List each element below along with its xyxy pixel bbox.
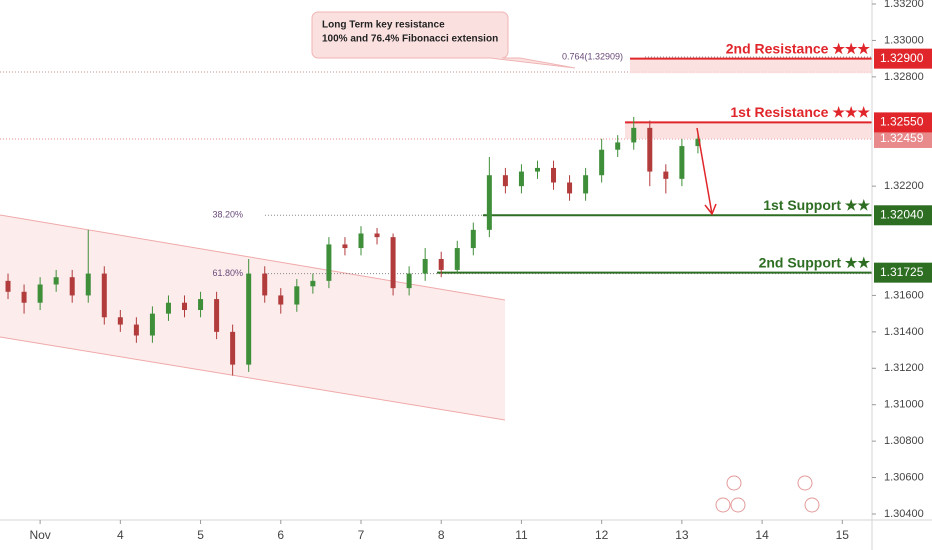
candle-body: [5, 280, 11, 292]
y-tick-label: 1.30400: [884, 508, 924, 520]
level-box: [874, 205, 932, 226]
candle-body: [647, 127, 653, 172]
channel-lower: [0, 336, 506, 421]
y-tick-label: 1.32200: [884, 180, 924, 192]
y-tick-label: 1.33200: [884, 0, 924, 10]
y-tick-label: 1.31200: [884, 362, 924, 374]
level-box: [874, 112, 932, 133]
level-box: [874, 48, 932, 69]
candle-body: [246, 273, 252, 365]
x-tick-label: 4: [117, 528, 124, 542]
candle-body: [133, 324, 139, 336]
candle-body: [390, 237, 396, 289]
level-name: 1st Support ★★: [763, 197, 870, 213]
x-tick-label: 7: [358, 528, 365, 542]
candle-body: [422, 258, 428, 274]
y-tick-label: 1.31000: [884, 399, 924, 411]
x-tick-label: 14: [755, 528, 769, 542]
candle-body: [214, 299, 220, 332]
last-price-box: [874, 129, 932, 148]
candle-body: [165, 302, 171, 314]
event-icons: [715, 475, 820, 513]
candle-body: [85, 273, 91, 296]
y-tick-label: 1.30600: [884, 471, 924, 483]
level-label: 1.32040: [880, 207, 924, 221]
candle-body: [294, 286, 300, 305]
candle-body: [406, 273, 412, 289]
levels: 0.764(1.32909) 38.20% 61.80% 2nd Resistance…: [0, 40, 872, 278]
y-tick-label: 1.31400: [884, 326, 924, 338]
x-tick-label: 12: [595, 528, 609, 542]
candle-body: [551, 167, 557, 183]
candle-body: [101, 273, 107, 318]
last-price-label: 1.32459: [880, 131, 924, 145]
level-label: 1.32550: [880, 115, 924, 129]
candle-body: [37, 284, 43, 303]
candle-body: [326, 244, 332, 281]
candle-body: [374, 233, 380, 238]
candle-body: [278, 295, 284, 305]
candle-body: [438, 258, 444, 270]
candle-body: [486, 175, 492, 230]
candle-body: [663, 171, 669, 179]
level-label: 1.32900: [880, 51, 924, 65]
candle-body: [518, 171, 524, 187]
candle-body: [149, 313, 155, 336]
candle-body: [230, 331, 236, 365]
y-tick-label: 1.33000: [884, 34, 924, 46]
candle-body: [679, 146, 685, 179]
y-tick-label: 1.30800: [884, 435, 924, 447]
candle-body: [534, 167, 540, 172]
candle-body: [310, 280, 316, 287]
y-tick-label: 1.31600: [884, 289, 924, 301]
candle-body: [358, 233, 364, 249]
x-tick-label: 6: [277, 528, 284, 542]
arrow: [696, 127, 713, 215]
callout-line: Long Term key resistance: [322, 20, 445, 31]
level-name: 2nd Support ★★: [759, 254, 871, 270]
candle-body: [342, 244, 348, 249]
fib-label: 61.80%: [212, 268, 243, 278]
arrow-head: [704, 203, 717, 216]
candle-body: [695, 138, 701, 147]
candle-body: [198, 299, 204, 310]
y-tick-label: 1.32800: [884, 71, 924, 83]
level-name: 1st Resistance ★★★: [730, 104, 870, 120]
level-name: 2nd Resistance ★★★: [726, 40, 871, 56]
candle-body: [567, 182, 573, 194]
candle-body: [21, 291, 27, 303]
callout-line: 100% and 76.4% Fibonacci extension: [322, 34, 498, 45]
callout: [311, 11, 576, 69]
candle-body: [262, 273, 268, 296]
level-zone: [625, 122, 872, 139]
level-label: 1.31725: [880, 265, 924, 279]
x-tick-label: 13: [675, 528, 689, 542]
candle-body: [69, 277, 75, 296]
candle-body: [631, 127, 637, 143]
candle-body: [454, 248, 460, 270]
fib-label: 38.20%: [212, 210, 243, 220]
level-box: [874, 262, 932, 283]
level-zone: [630, 58, 872, 74]
x-tick-label: 8: [438, 528, 445, 542]
candles: [5, 116, 701, 376]
candle-body: [53, 277, 59, 285]
candle-body: [599, 149, 605, 176]
fib-label: 0.764(1.32909): [562, 51, 623, 61]
candle-body: [182, 302, 188, 310]
x-tick-label: Nov: [29, 528, 50, 542]
x-tick-label: 5: [197, 528, 204, 542]
candle-body: [502, 175, 508, 187]
channel-upper: [0, 214, 506, 301]
candle-body: [583, 175, 589, 194]
candle-body: [470, 229, 476, 249]
channel: [0, 215, 505, 420]
candle-body: [117, 317, 123, 325]
candle-body: [615, 142, 621, 150]
x-tick-label: 11: [515, 528, 528, 542]
x-tick-label: 15: [836, 528, 850, 542]
